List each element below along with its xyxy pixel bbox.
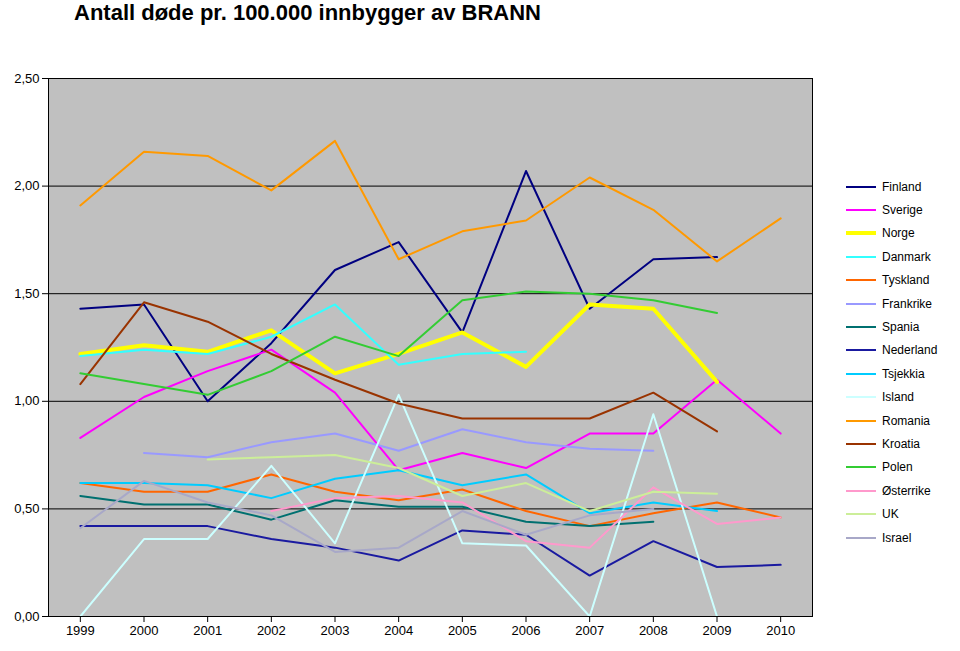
svg-text:2002: 2002 <box>257 623 286 638</box>
html-text:Antall døde pr. 100.000 innbyg: Antall døde pr. 100.000 innbygger av BRA… <box>74 0 541 25</box>
html-text:Spania: Spania <box>882 320 920 334</box>
svg-text:2,00: 2,00 <box>14 178 39 193</box>
html-text:Sverige: Sverige <box>882 203 923 218</box>
svg-text:2008: 2008 <box>639 623 668 638</box>
svg-text:2001: 2001 <box>193 623 222 638</box>
html-text:Romania: Romania <box>882 413 930 428</box>
svg-text:2,50: 2,50 <box>14 71 39 86</box>
svg-text:2000: 2000 <box>130 623 159 638</box>
html-text:Danmark: Danmark <box>882 249 931 264</box>
html-text:Polen: Polen <box>882 460 913 475</box>
svg-text:2009: 2009 <box>703 623 732 638</box>
svg-text:2010: 2010 <box>766 623 795 638</box>
html-text:Finland: Finland <box>882 179 922 194</box>
svg-text:2006: 2006 <box>512 623 541 638</box>
html-text:Østerrike: Østerrike <box>882 483 931 498</box>
html-text:Tyskland: Tyskland <box>882 273 930 288</box>
svg-text:1,00: 1,00 <box>14 393 39 408</box>
html-text:Tsjekkia: Tsjekkia <box>882 366 925 381</box>
html-text:Israel: Israel <box>882 530 912 545</box>
html-text:Nederland: Nederland <box>882 343 938 358</box>
svg-text:0,50: 0,50 <box>14 501 39 516</box>
svg-text:0,00: 0,00 <box>14 609 39 624</box>
svg-text:2007: 2007 <box>575 623 604 638</box>
svg-text:1,50: 1,50 <box>14 286 39 301</box>
svg-text:2004: 2004 <box>384 623 413 638</box>
svg-text:1999: 1999 <box>66 623 95 638</box>
html-text:Norge: Norge <box>882 226 915 241</box>
svg-text:2005: 2005 <box>448 623 477 638</box>
html-text:UK: UK <box>882 507 899 522</box>
svg-text:2003: 2003 <box>321 623 350 638</box>
html-text:Kroatia: Kroatia <box>882 437 920 451</box>
html-text:Island: Island <box>882 390 914 405</box>
html-text:Frankrike: Frankrike <box>882 296 932 311</box>
